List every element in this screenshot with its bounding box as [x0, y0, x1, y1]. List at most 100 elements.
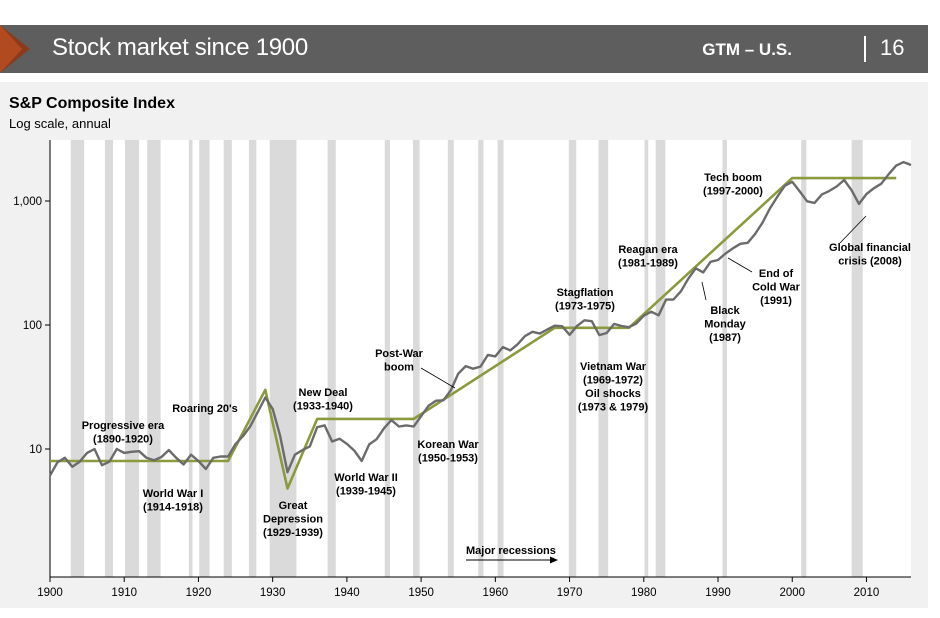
y-tick-label: 1,000: [13, 196, 42, 208]
recession-band: [248, 140, 257, 577]
x-tick-label: 1940: [334, 587, 360, 599]
annotation-end-cold-war: End of Cold War (1991): [752, 268, 801, 307]
x-tick-label: 2000: [779, 587, 805, 599]
x-tick-label: 1980: [631, 587, 657, 599]
recession-arrow-head: [550, 556, 558, 564]
annotation-line: New Deal: [299, 387, 348, 399]
annotation-line: (1950-1953): [418, 453, 478, 465]
annotation-line: Great: [279, 500, 308, 512]
leader-end-cold-war: [727, 257, 753, 273]
annotation-great-depression: Great Depression (1929-1939): [263, 500, 323, 539]
annotation-line: (1939-1945): [336, 486, 396, 498]
annotation-roaring-20s: Roaring 20's: [172, 403, 238, 415]
region-tag: GTM – U.S.: [702, 40, 792, 59]
annotation-line: (1987): [709, 332, 741, 344]
annotation-line: (1981-1989): [618, 258, 678, 270]
annotation-tech-boom: Tech boom (1997-2000): [703, 172, 763, 198]
page-number: 16: [880, 35, 905, 60]
recession-band: [199, 140, 210, 577]
annotation-line: (1933-1940): [293, 401, 353, 413]
annotation-line: Monday: [704, 319, 746, 331]
annotation-line: Post-War: [375, 348, 424, 360]
x-tick-label: 1900: [37, 587, 63, 599]
annotation-reagan-era: Reagan era (1981-1989): [618, 244, 679, 270]
recession-band: [104, 140, 114, 577]
annotation-line: Korean War: [417, 439, 479, 451]
annotation-black-monday: Black Monday (1987): [704, 305, 746, 344]
annotation-line: Vietnam War: [580, 361, 647, 373]
recession-band: [478, 140, 484, 577]
annotation-vietnam-oil: Vietnam War (1969-1972) Oil shocks (1973 & …: [578, 361, 649, 414]
recession-band: [269, 140, 297, 577]
annotation-line: boom: [384, 362, 414, 374]
annotation-line: (1991): [760, 295, 792, 307]
annotation-line: Cold War: [752, 282, 801, 294]
annotation-line: Depression: [263, 514, 323, 526]
trend-line: [50, 176, 897, 490]
annotation-line: World War II: [334, 472, 398, 484]
annotation-post-war-boom: Post-War boom: [375, 348, 424, 374]
recession-band: [497, 140, 504, 577]
recession-band: [598, 140, 609, 577]
annotation-stagflation: Stagflation (1973-1975): [555, 287, 615, 313]
annotation-line: World War I: [143, 488, 204, 500]
chart-title: S&P Composite Index: [9, 95, 175, 112]
header-separator: [864, 36, 866, 62]
x-tick-label: 1930: [260, 587, 286, 599]
annotation-line: Black: [710, 305, 740, 317]
recession-band: [70, 140, 85, 577]
annotation-korean-war: Korean War (1950-1953): [417, 439, 479, 465]
x-tick-label: 1990: [705, 587, 731, 599]
recession-band: [384, 140, 390, 577]
annotation-world-war-2: World War II (1939-1945): [334, 472, 398, 498]
recession-band: [801, 140, 807, 577]
annotation-world-war-1: World War I (1914-1918): [143, 488, 204, 514]
annotation-progressive-era: Progressive era (1890-1920): [82, 420, 165, 446]
annotation-line: Global financial: [829, 242, 911, 254]
sp-index-line: [48, 160, 912, 477]
page-title: Stock market since 1900: [52, 34, 308, 61]
y-tick-label: 10: [29, 444, 42, 456]
annotation-new-deal: New Deal (1933-1940): [293, 387, 353, 413]
annotation-global-financial-crisis: Global financial crisis (2008): [829, 242, 911, 268]
recession-band: [327, 140, 336, 577]
annotation-line: End of: [759, 268, 794, 280]
annotation-line: Reagan era: [618, 244, 678, 256]
x-tick-label: 1910: [111, 587, 137, 599]
leader-black-monday: [701, 281, 707, 301]
recession-band: [412, 140, 420, 577]
header-bar: [0, 25, 928, 73]
x-tick-label: 2010: [854, 587, 880, 599]
annotation-line: Tech boom: [704, 172, 762, 184]
recession-band: [644, 140, 649, 577]
x-tick-label: 1920: [186, 587, 212, 599]
annotation-line: (1929-1939): [263, 527, 323, 539]
annotation-line: Major recessions: [466, 545, 556, 557]
annotation-line: Oil shocks: [585, 388, 641, 400]
y-tick-label: 100: [23, 320, 42, 332]
recession-band: [447, 140, 454, 577]
recession-band: [568, 140, 577, 577]
annotation-line: (1997-2000): [703, 186, 763, 198]
recession-band: [655, 140, 666, 577]
x-tick-label: 1960: [483, 587, 509, 599]
leader-financial-crisis: [839, 215, 867, 244]
recession-band: [124, 140, 140, 577]
chart-subtitle: Log scale, annual: [9, 116, 111, 131]
recession-band: [188, 140, 193, 577]
x-tick-label: 1950: [408, 587, 434, 599]
annotation-line: Roaring 20's: [172, 403, 238, 415]
recession-band: [851, 140, 863, 577]
annotation-line: (1914-1918): [143, 502, 203, 514]
recession-band: [722, 140, 727, 577]
annotation-line: (1973-1975): [555, 301, 615, 313]
recession-band: [223, 140, 232, 577]
annotation-line: crisis (2008): [838, 256, 902, 268]
annotation-major-recessions: Major recessions: [466, 545, 556, 557]
x-tick-label: 1970: [557, 587, 583, 599]
annotation-line: (1890-1920): [93, 434, 153, 446]
header-accent-tab-inner: [0, 25, 22, 73]
annotation-line: Progressive era: [82, 420, 165, 432]
recession-band: [147, 140, 161, 577]
